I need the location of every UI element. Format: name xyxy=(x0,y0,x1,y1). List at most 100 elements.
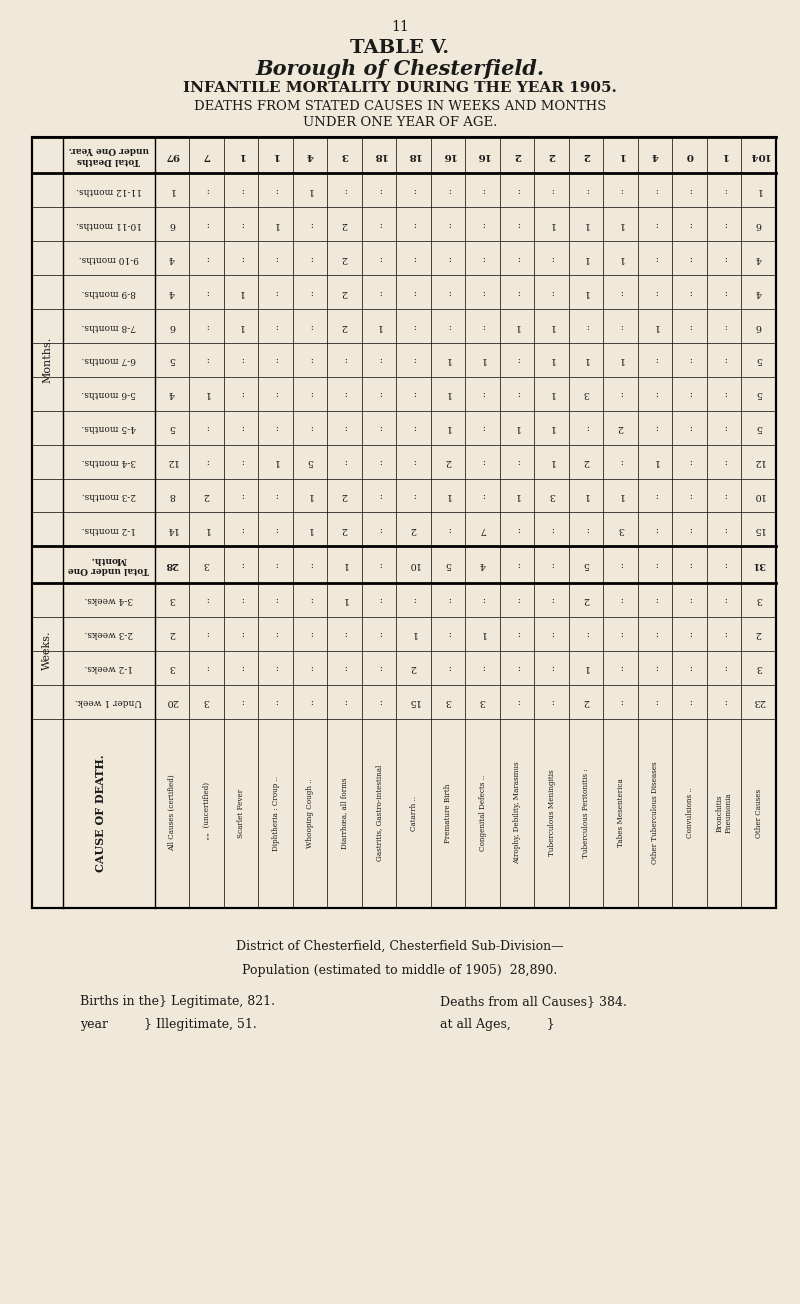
Text: :: : xyxy=(688,390,691,398)
Text: :: : xyxy=(515,288,518,296)
Text: :: : xyxy=(274,356,277,364)
Text: 14: 14 xyxy=(166,526,178,533)
Text: :: : xyxy=(619,596,622,604)
Text: :: : xyxy=(688,596,691,604)
Text: :: : xyxy=(515,390,518,398)
Text: :: : xyxy=(446,322,450,330)
Text: :: : xyxy=(378,424,381,432)
Text: :: : xyxy=(515,458,518,466)
Text: 2: 2 xyxy=(583,458,590,466)
Text: 15: 15 xyxy=(753,526,765,533)
Text: :: : xyxy=(550,288,554,296)
Text: :: : xyxy=(550,186,554,194)
Text: 2: 2 xyxy=(342,526,348,533)
Text: 3: 3 xyxy=(549,492,554,499)
Text: :: : xyxy=(309,220,312,228)
Text: Other Tuberculous Diseases: Other Tuberculous Diseases xyxy=(651,762,659,865)
Text: :: : xyxy=(446,630,450,638)
Text: :: : xyxy=(722,596,726,604)
Text: 1-2 weeks.: 1-2 weeks. xyxy=(84,664,133,672)
Text: 23: 23 xyxy=(753,698,765,705)
Text: :: : xyxy=(481,186,484,194)
Text: :: : xyxy=(515,254,518,262)
Text: 1: 1 xyxy=(583,288,590,296)
Text: :: : xyxy=(205,356,208,364)
Text: :: : xyxy=(515,698,518,705)
Text: 97: 97 xyxy=(165,151,179,159)
Text: 3: 3 xyxy=(479,698,486,705)
Text: :: : xyxy=(515,526,518,533)
Text: 1: 1 xyxy=(203,390,210,398)
Text: :: : xyxy=(550,254,554,262)
Text: District of Chesterfield, Chesterfield Sub-Division—: District of Chesterfield, Chesterfield S… xyxy=(236,940,564,953)
Text: Convulsions ..: Convulsions .. xyxy=(686,788,694,838)
Text: :: : xyxy=(481,254,484,262)
Text: :: : xyxy=(619,186,622,194)
Text: :: : xyxy=(550,561,554,569)
Text: :: : xyxy=(550,526,554,533)
Text: :: : xyxy=(722,254,726,262)
Text: :: : xyxy=(378,492,381,499)
Text: :: : xyxy=(239,492,242,499)
Text: All Causes (certified): All Causes (certified) xyxy=(168,775,176,852)
Text: :: : xyxy=(515,596,518,604)
Text: 1: 1 xyxy=(652,458,658,466)
Text: 16: 16 xyxy=(441,151,455,159)
Text: :: : xyxy=(205,664,208,672)
Text: :: : xyxy=(309,390,312,398)
Text: 1: 1 xyxy=(479,356,486,364)
Text: :: : xyxy=(412,220,415,228)
Text: :: : xyxy=(274,561,277,569)
Text: :: : xyxy=(309,356,312,364)
Text: 3: 3 xyxy=(756,664,762,672)
Text: 1: 1 xyxy=(238,151,245,159)
Text: :: : xyxy=(515,356,518,364)
Text: 1: 1 xyxy=(307,526,313,533)
Text: 3-4 weeks.: 3-4 weeks. xyxy=(84,596,133,604)
Text: :: : xyxy=(515,220,518,228)
Text: 1: 1 xyxy=(549,424,554,432)
Text: Tabes Mesenterica: Tabes Mesenterica xyxy=(617,778,625,848)
Text: 3: 3 xyxy=(756,596,762,604)
Text: 1: 1 xyxy=(583,254,590,262)
Text: :: : xyxy=(309,698,312,705)
Text: 5: 5 xyxy=(169,356,175,364)
Text: :: : xyxy=(515,664,518,672)
Text: 6: 6 xyxy=(169,220,175,228)
Text: :: : xyxy=(274,664,277,672)
Text: 7: 7 xyxy=(203,151,210,159)
Text: 1: 1 xyxy=(238,322,244,330)
Text: 1: 1 xyxy=(307,186,313,194)
Text: :: : xyxy=(378,526,381,533)
Text: Under 1 week.: Under 1 week. xyxy=(75,698,142,705)
Text: 5: 5 xyxy=(756,356,762,364)
Text: :: : xyxy=(274,186,277,194)
Text: :: : xyxy=(274,698,277,705)
Text: :: : xyxy=(481,424,484,432)
Text: 11-12 months.: 11-12 months. xyxy=(76,186,142,194)
Text: Population (estimated to middle of 1905)  28,890.: Population (estimated to middle of 1905)… xyxy=(242,964,558,977)
Text: :: : xyxy=(446,288,450,296)
Text: 5: 5 xyxy=(756,424,762,432)
Text: 1: 1 xyxy=(169,186,175,194)
Text: :: : xyxy=(550,596,554,604)
Text: Atrophy, Debility, Marasmus: Atrophy, Debility, Marasmus xyxy=(513,762,521,865)
Text: Premature Birth: Premature Birth xyxy=(444,784,452,842)
Text: :: : xyxy=(515,630,518,638)
Text: 2: 2 xyxy=(342,492,348,499)
Text: :: : xyxy=(722,561,726,569)
Text: :: : xyxy=(722,356,726,364)
Text: :: : xyxy=(654,288,657,296)
Text: 1: 1 xyxy=(549,322,554,330)
Text: :: : xyxy=(550,698,554,705)
Text: 28: 28 xyxy=(166,561,178,569)
Text: :: : xyxy=(619,322,622,330)
Text: 9-10 months.: 9-10 months. xyxy=(78,254,139,262)
Text: 5-6 months.: 5-6 months. xyxy=(82,390,136,398)
Text: :: : xyxy=(722,664,726,672)
Text: :: : xyxy=(654,492,657,499)
Text: 4: 4 xyxy=(169,254,175,262)
Text: 2: 2 xyxy=(410,664,417,672)
Text: 1: 1 xyxy=(376,322,382,330)
Text: Births in the} Legitimate, 821.: Births in the} Legitimate, 821. xyxy=(80,995,275,1008)
